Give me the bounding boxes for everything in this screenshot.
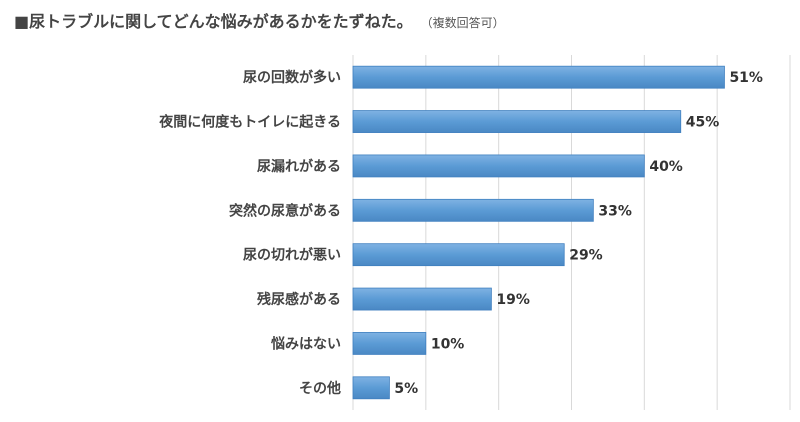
- chart-title: ■尿トラブルに関してどんな悩みがあるかをたずねた。: [14, 12, 413, 31]
- value-label: 33%: [598, 203, 632, 219]
- category-label: 夜間に何度もトイレに起きる: [158, 114, 341, 131]
- chart-subtitle: （複数回答可）: [420, 16, 505, 30]
- category-label: 尿漏れがある: [257, 158, 341, 175]
- labels: 尿の回数が多い 51% 夜間に何度もトイレに起きる 45% 尿漏れがある 40% 突然の尿意…: [158, 69, 763, 397]
- value-label: 19%: [496, 292, 530, 308]
- value-label: 5%: [394, 381, 418, 397]
- value-label: 10%: [431, 336, 465, 352]
- category-label: 尿の回数が多い: [243, 69, 341, 86]
- bar: [352, 332, 427, 355]
- value-label: 45%: [686, 115, 720, 131]
- grid-lines: [352, 55, 791, 410]
- category-label: 悩みはない: [271, 335, 341, 352]
- bars: [352, 65, 725, 400]
- bar: [352, 287, 492, 311]
- category-label: 尿の切れが悪い: [243, 247, 341, 264]
- chart-title-row: ■尿トラブルに関してどんな悩みがあるかをたずねた。 （複数回答可）: [14, 8, 505, 32]
- bar: [352, 198, 594, 222]
- bar: [352, 376, 390, 400]
- bar: [352, 65, 725, 89]
- category-label: その他: [299, 380, 341, 397]
- value-label: 40%: [649, 159, 683, 175]
- bar: [352, 154, 645, 178]
- value-label: 29%: [569, 248, 603, 264]
- value-label: 51%: [729, 70, 763, 86]
- category-label: 残尿感がある: [257, 291, 341, 308]
- bar: [352, 243, 565, 267]
- bar: [352, 110, 682, 133]
- category-label: 突然の尿意がある: [229, 202, 341, 219]
